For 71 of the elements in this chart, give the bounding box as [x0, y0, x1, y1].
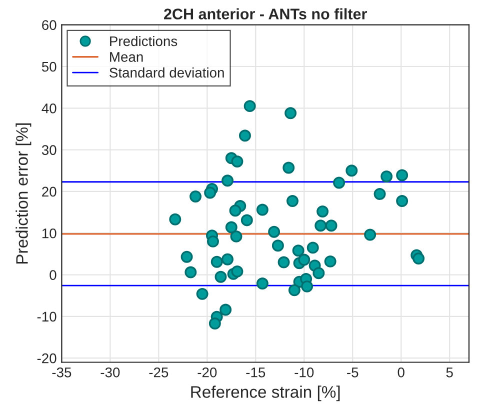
legend-label: Mean — [110, 52, 143, 62]
x-tick-label: 5 — [446, 368, 453, 378]
point — [284, 107, 297, 120]
y-axis-title: Prediction error [%] — [16, 123, 32, 264]
point — [272, 240, 284, 252]
point — [333, 176, 346, 189]
point — [238, 130, 251, 142]
x-axis-title: Reference strain [%] — [191, 386, 340, 402]
point — [190, 190, 202, 202]
x-tick-label: -35 — [52, 367, 72, 378]
point — [222, 174, 234, 187]
x-tick-label: -5 — [347, 368, 358, 378]
point — [380, 170, 393, 182]
y-tick-label: 10 — [42, 228, 56, 238]
point — [225, 221, 238, 234]
point — [412, 252, 425, 265]
x-tick-label: -15 — [246, 368, 266, 378]
point — [220, 304, 232, 316]
point — [208, 318, 221, 330]
point — [288, 284, 300, 296]
point — [278, 256, 290, 268]
x-tick-label: -20 — [198, 367, 217, 378]
point — [222, 253, 234, 266]
y-tick-label: 40 — [42, 103, 56, 114]
point — [231, 265, 244, 278]
y-tick-label: 50 — [42, 62, 56, 72]
point — [184, 266, 197, 278]
point — [316, 205, 329, 218]
point — [396, 169, 408, 182]
x-tick-label: -30 — [100, 367, 120, 378]
point — [256, 204, 268, 216]
x-tick-label: -10 — [294, 367, 314, 378]
point — [306, 242, 319, 254]
x-tick-label: -25 — [149, 367, 168, 378]
point — [364, 228, 376, 241]
point — [374, 188, 386, 200]
point — [282, 162, 295, 174]
y-tick-label: 20 — [42, 186, 56, 197]
point — [230, 230, 242, 242]
point — [214, 270, 227, 283]
point — [298, 254, 310, 266]
point — [256, 278, 268, 290]
legend-label: Standard deviation — [110, 67, 224, 78]
point — [240, 214, 253, 226]
legend-label: Predictions — [110, 36, 178, 46]
point — [314, 220, 327, 232]
point — [244, 100, 256, 112]
y-tick-label: 30 — [42, 145, 56, 155]
point — [301, 280, 314, 292]
point — [180, 250, 193, 263]
point — [292, 244, 304, 257]
point — [268, 226, 280, 238]
chart-title: 2CH anterior - ANTs no filter — [164, 8, 367, 20]
y-tick-label: 0 — [50, 270, 56, 280]
point — [210, 256, 223, 268]
point — [231, 155, 244, 168]
point — [204, 186, 216, 199]
point — [324, 255, 336, 268]
y-tick-label: -20 — [37, 353, 56, 364]
point — [312, 267, 325, 280]
y-tick-label: 60 — [42, 20, 56, 30]
point — [229, 204, 242, 217]
x-tick-label: 0 — [398, 367, 404, 378]
point — [396, 195, 408, 208]
point — [169, 213, 182, 226]
y-tick-label: -10 — [37, 312, 56, 322]
point — [286, 195, 298, 208]
point — [346, 164, 358, 177]
point — [196, 288, 208, 300]
point — [206, 235, 219, 248]
point — [325, 220, 338, 232]
